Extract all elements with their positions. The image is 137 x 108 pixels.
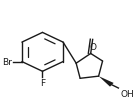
Text: F: F <box>40 79 45 88</box>
Text: Br: Br <box>2 58 12 67</box>
Text: OH: OH <box>120 90 134 99</box>
Text: O: O <box>89 43 96 52</box>
Polygon shape <box>99 76 114 87</box>
